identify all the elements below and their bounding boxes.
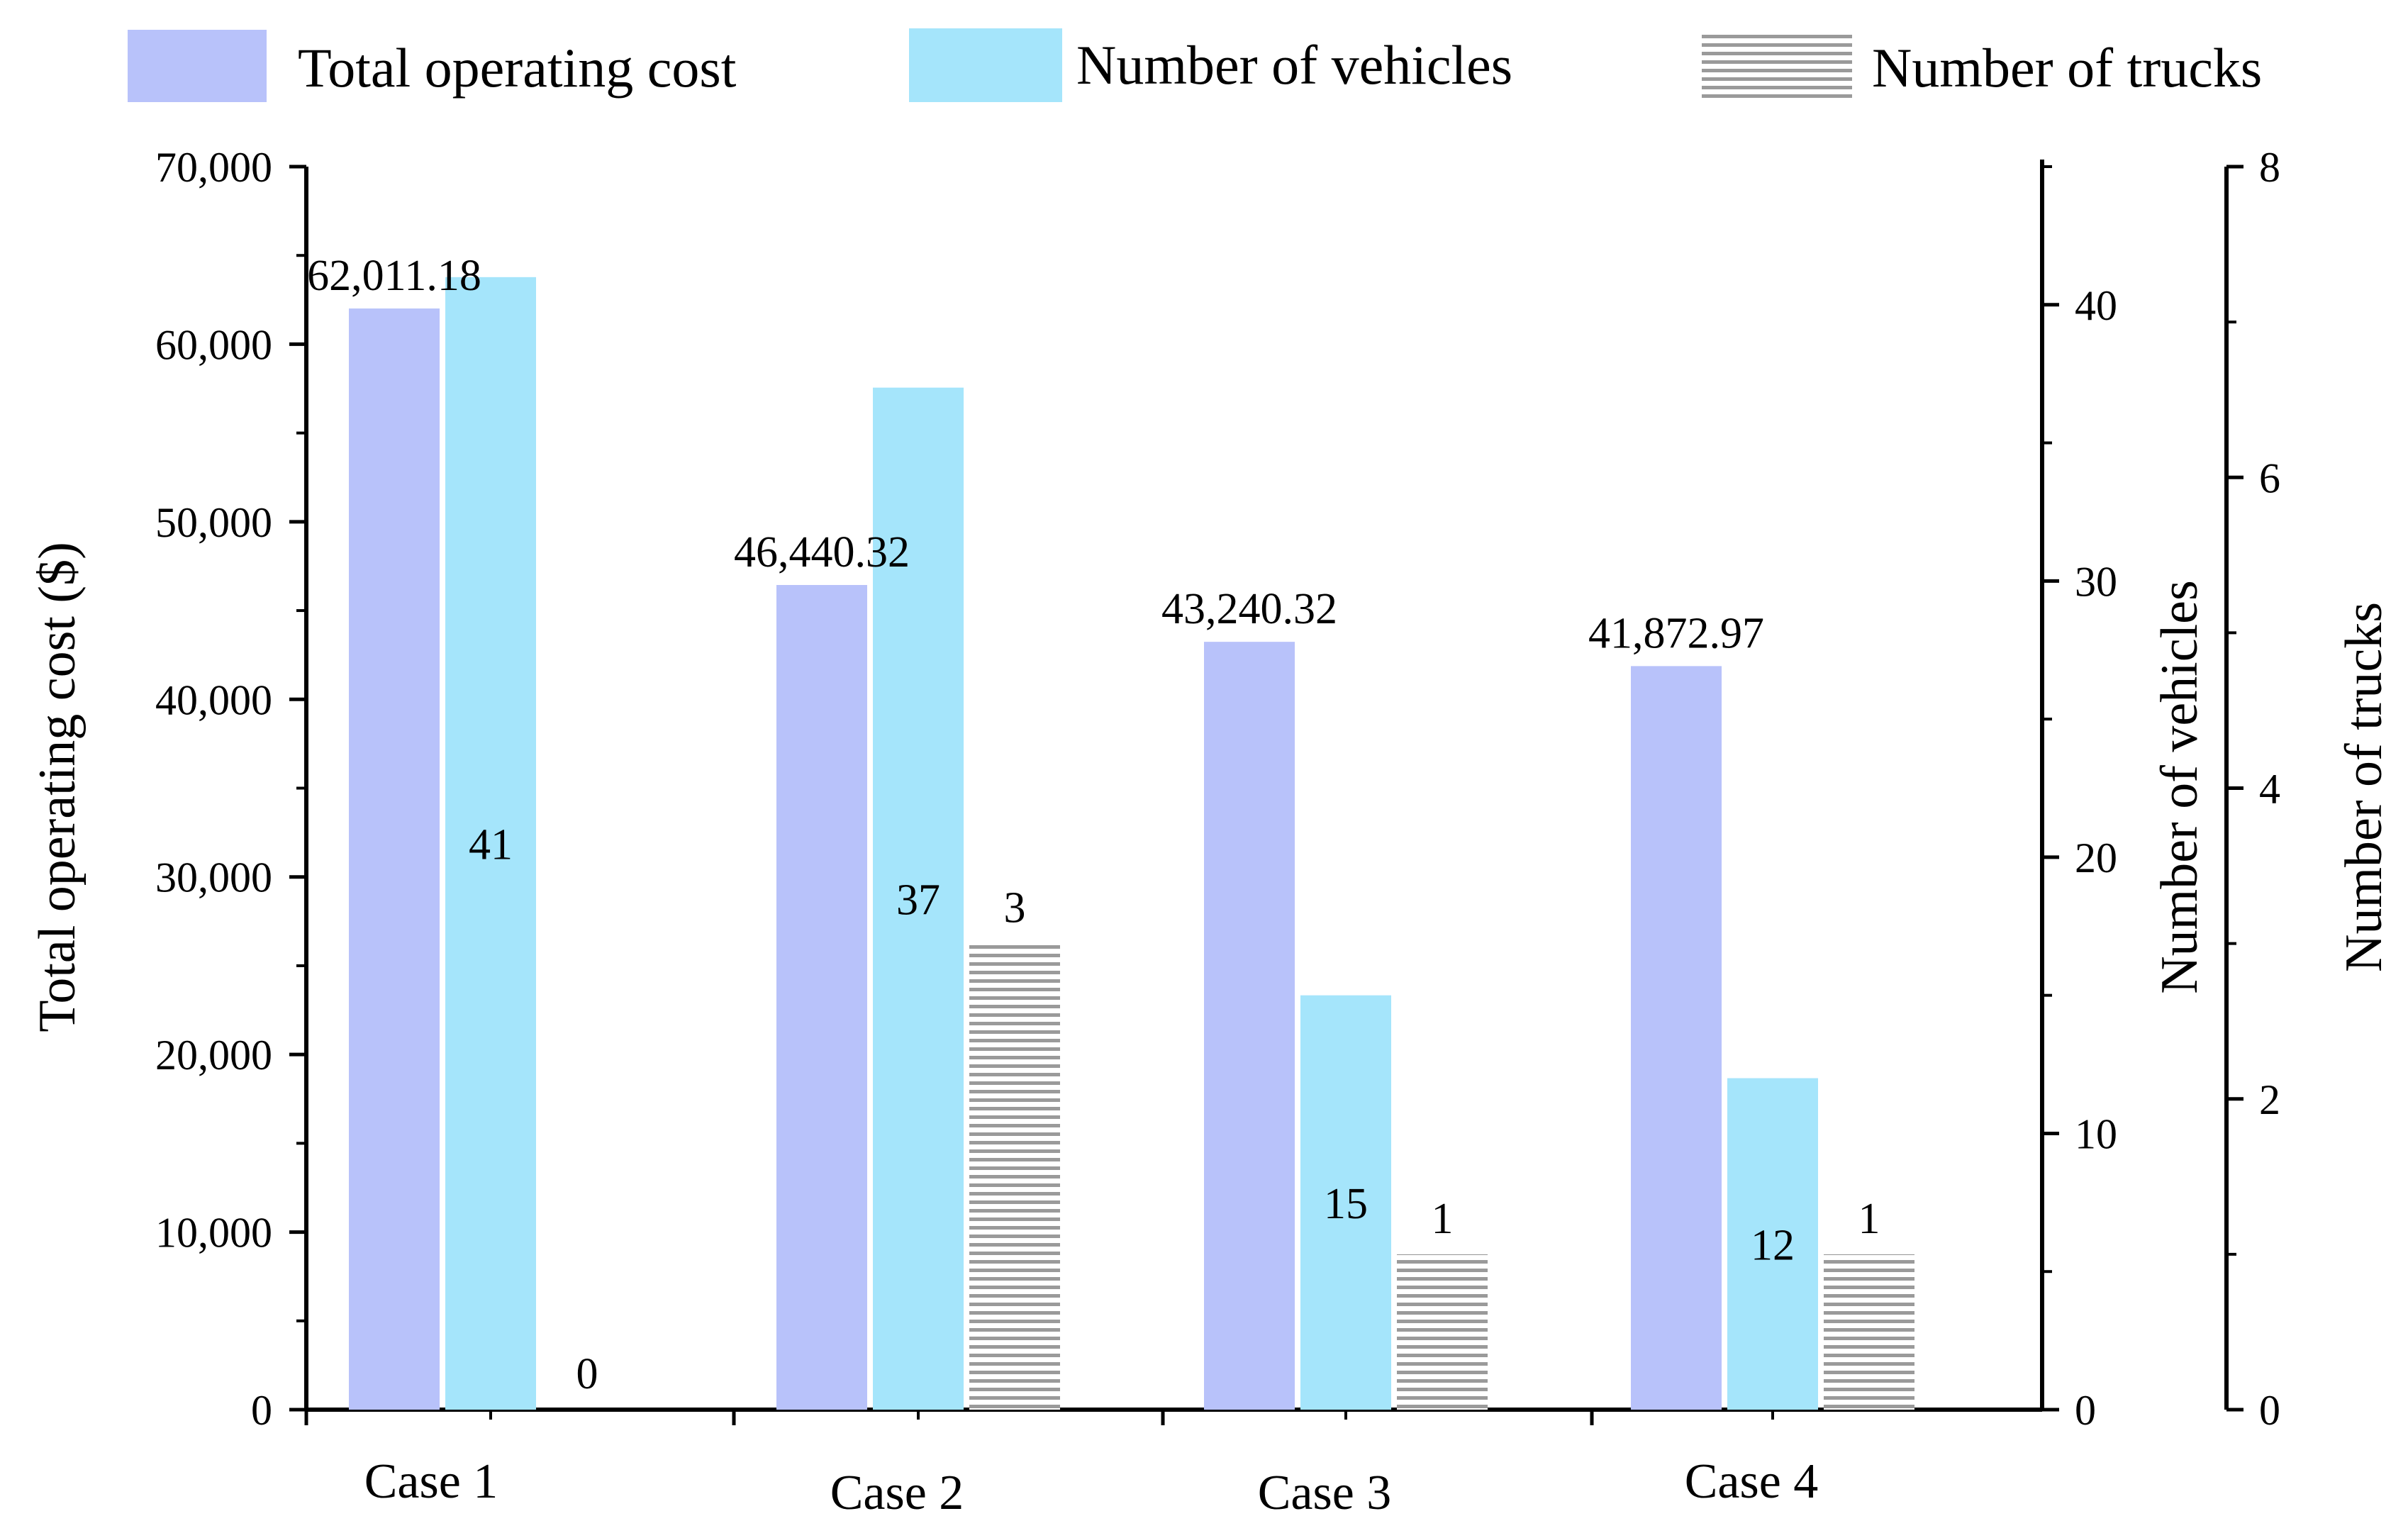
data-label-number-of-trucks-case-1: 0 (576, 1350, 598, 1398)
bar-total-operating-cost-case-3 (1204, 642, 1295, 1410)
left-axis-tick-label: 40,000 (155, 676, 272, 723)
left-axis-tick-label: 50,000 (155, 499, 272, 546)
ticks: 0 10,000 20,000 30,000 40,000 50,000 60,000 70,… (155, 144, 2280, 1520)
right-axis-trucks-tick-label: 2 (2259, 1076, 2280, 1123)
bars (349, 277, 1914, 1410)
right-axis-vehicles-tick-label: 40 (2075, 282, 2117, 329)
legend-swatch-total-operating-cost (128, 30, 267, 102)
right-axis-vehicles-title: Number of vehicles (2151, 580, 2209, 994)
right-axis-trucks-tick-label: 4 (2259, 766, 2280, 813)
x-axis-category-label: Case 3 (1258, 1466, 1392, 1520)
right-axis-vehicles-tick-label: 0 (2075, 1387, 2096, 1434)
left-axis-tick-label: 0 (251, 1387, 272, 1434)
bar-number-of-vehicles-case-1 (445, 277, 536, 1410)
legend-label-number-of-trucks: Number of trucks (1872, 37, 2262, 99)
legend-swatch-number-of-trucks (1702, 32, 1852, 103)
x-axis-category-label: Case 2 (830, 1466, 964, 1520)
x-axis-category-label: Case 4 (1685, 1454, 1819, 1509)
bar-number-of-trucks-case-3 (1397, 1254, 1488, 1410)
right-axis-trucks-tick-label: 0 (2259, 1387, 2280, 1434)
legend: Total operating cost Number of vehicles … (128, 28, 2262, 103)
data-labels: 62,011.18 46,440.32 43,240.32 41,872.97 41 37… (307, 252, 1880, 1398)
right-axis-vehicles-tick-label: 10 (2075, 1110, 2117, 1157)
bar-total-operating-cost-case-4 (1631, 666, 1722, 1410)
right-axis-vehicles-tick-label: 30 (2075, 558, 2117, 605)
data-label-number-of-trucks-case-4: 1 (1858, 1195, 1880, 1243)
bar-number-of-vehicles-case-4 (1727, 1078, 1818, 1410)
bar-number-of-trucks-case-4 (1824, 1254, 1914, 1410)
legend-label-total-operating-cost: Total operating cost (298, 37, 737, 99)
right-axis-trucks-tick-label: 6 (2259, 455, 2280, 501)
bar-total-operating-cost-case-2 (776, 585, 867, 1410)
data-label-number-of-vehicles-case-2: 37 (896, 876, 940, 924)
right-axis-vehicles-tick-label: 20 (2075, 835, 2117, 881)
data-label-total-operating-cost-case-1: 62,011.18 (307, 252, 481, 300)
left-axis-tick-label: 30,000 (155, 854, 272, 901)
left-axis-tick-label: 10,000 (155, 1210, 272, 1256)
left-axis-title: Total operating cost ($) (28, 542, 87, 1032)
data-label-total-operating-cost-case-2: 46,440.32 (734, 528, 910, 576)
data-label-number-of-vehicles-case-3: 15 (1324, 1180, 1368, 1228)
data-label-total-operating-cost-case-4: 41,872.97 (1588, 609, 1764, 657)
data-label-number-of-trucks-case-3: 1 (1432, 1195, 1454, 1243)
data-label-number-of-trucks-case-2: 3 (1004, 884, 1026, 932)
legend-label-number-of-vehicles: Number of vehicles (1076, 34, 1512, 96)
bar-number-of-vehicles-case-2 (873, 387, 964, 1410)
bar-number-of-trucks-case-2 (969, 943, 1060, 1410)
left-axis-tick-label: 20,000 (155, 1032, 272, 1079)
bar-number-of-vehicles-case-3 (1300, 995, 1391, 1410)
legend-swatch-number-of-vehicles (909, 28, 1062, 102)
data-label-number-of-vehicles-case-1: 41 (469, 820, 513, 869)
x-axis-category-label: Case 1 (364, 1454, 498, 1509)
data-label-number-of-vehicles-case-4: 12 (1751, 1221, 1795, 1269)
bar-total-operating-cost-case-1 (349, 308, 440, 1410)
data-label-total-operating-cost-case-3: 43,240.32 (1161, 585, 1337, 633)
left-axis-tick-label: 70,000 (155, 144, 272, 191)
left-axis-tick-label: 60,000 (155, 321, 272, 368)
right-axis-trucks-title: Number of trucks (2335, 602, 2393, 972)
right-axis-trucks-tick-label: 8 (2259, 144, 2280, 191)
